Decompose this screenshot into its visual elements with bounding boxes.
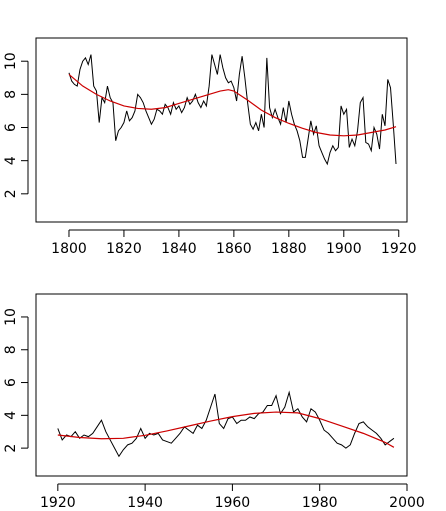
y-tick-label: 10 [3, 308, 19, 326]
x-tick-label: 1840 [161, 241, 197, 257]
y-tick-label: 10 [3, 52, 19, 70]
x-tick-label: 1800 [51, 241, 87, 257]
x-tick-label: 1980 [302, 495, 338, 511]
x-tick-label: 1860 [216, 241, 252, 257]
trend-line [57, 411, 395, 448]
x-tick-label: 1940 [127, 495, 163, 511]
x-tick-label: 1920 [40, 495, 76, 511]
x-tick-label: 2000 [389, 495, 425, 511]
y-tick-label: 6 [3, 123, 19, 132]
x-tick-label: 1960 [215, 495, 251, 511]
x-tick-label: 1920 [381, 241, 417, 257]
x-tick-label: 1900 [326, 241, 362, 257]
x-tick-label: 1820 [106, 241, 142, 257]
y-tick-label: 2 [3, 189, 19, 198]
trend-line [68, 74, 397, 137]
bottom-chart-panel: 1920 1940 1960 1980 2000 2 4 6 8 10 [3, 293, 425, 511]
x-tick-label: 1880 [271, 241, 307, 257]
y-tick-label: 4 [3, 411, 19, 420]
plot-frame [35, 293, 408, 477]
y-tick-label: 2 [3, 444, 19, 453]
data-series-line [57, 390, 395, 458]
y-tick-label: 8 [3, 90, 19, 99]
y-tick-label: 6 [3, 378, 19, 387]
data-series-line [68, 54, 397, 166]
y-tick-label: 4 [3, 156, 19, 165]
top-chart-panel: 1800 1820 1840 1860 1880 1900 1920 2 4 6 8 10 [3, 37, 417, 257]
plot-frame [35, 37, 408, 223]
y-tick-label: 8 [3, 345, 19, 354]
